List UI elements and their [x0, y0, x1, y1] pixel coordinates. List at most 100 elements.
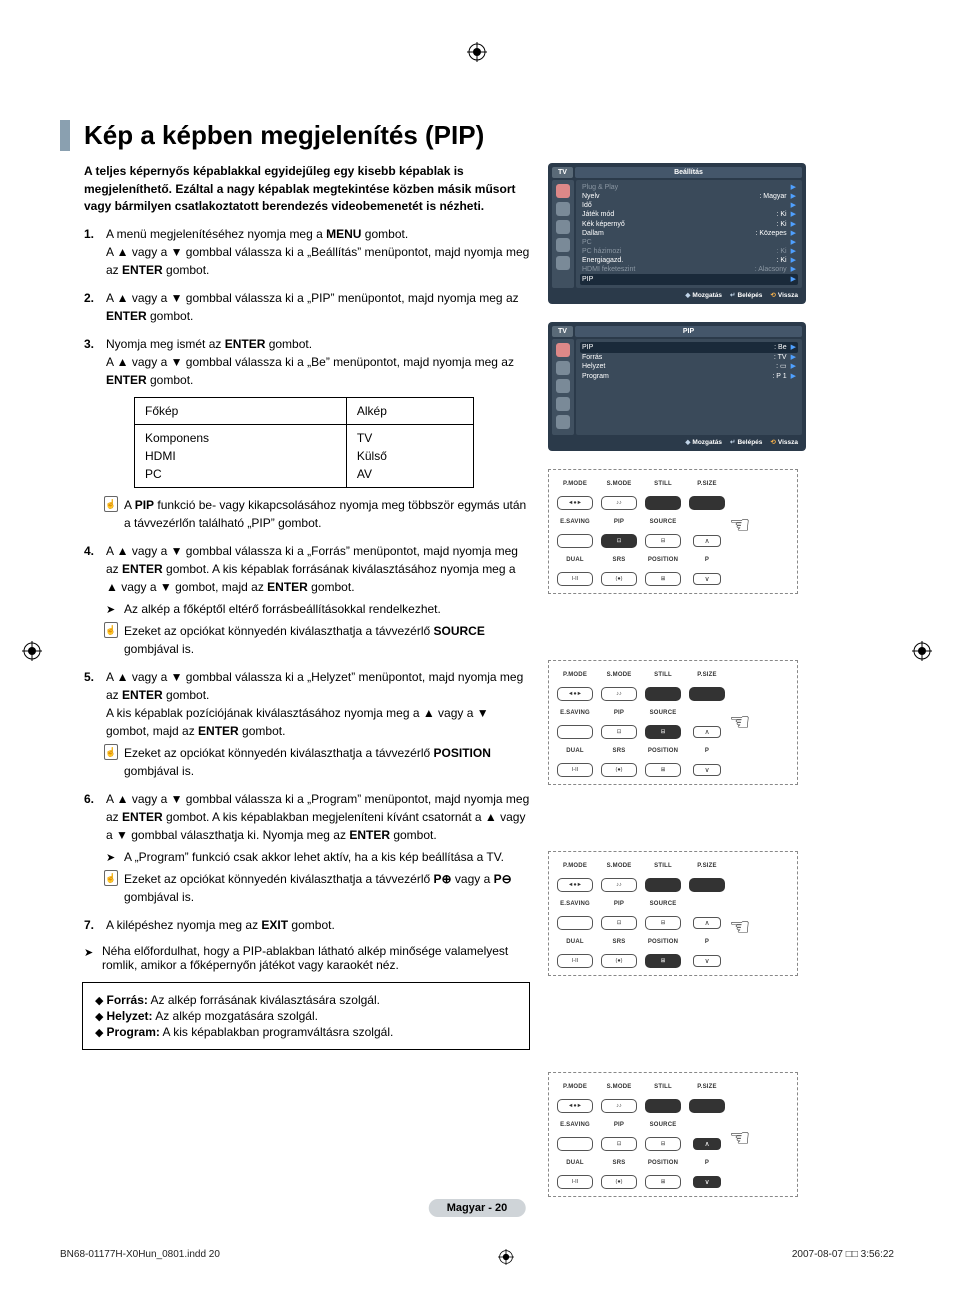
- remote-button-pip[interactable]: ⊡: [601, 534, 637, 548]
- remote-button-dual[interactable]: I-II: [557, 763, 593, 777]
- osd-category-icon: [556, 379, 570, 393]
- table-header: Főkép: [135, 398, 347, 425]
- step-sub-note: ➤ Az alkép a főképtől eltérő forrásbeáll…: [106, 600, 530, 618]
- osd-tv-label: TV: [552, 167, 573, 178]
- osd-category-icon: [556, 220, 570, 234]
- remote-button-pup[interactable]: ∧: [693, 1138, 721, 1150]
- hand-pointer-icon: ☜: [729, 514, 751, 538]
- remote-button-position[interactable]: ⊞: [645, 954, 681, 968]
- remote-button-position[interactable]: ⊞: [645, 1175, 681, 1189]
- remote-label: SRS: [613, 557, 626, 563]
- osd-category-icon: [556, 397, 570, 411]
- remote-button-source[interactable]: ⊟: [645, 1137, 681, 1151]
- remote-label: P: [705, 939, 709, 945]
- osd-category-icon: [556, 238, 570, 252]
- hand-pointer-icon: ☜: [729, 1127, 751, 1151]
- remote-button-source[interactable]: ⊟: [645, 725, 681, 739]
- step-number: 3.: [84, 335, 94, 353]
- step-text: A kilépéshez nyomja meg az EXIT gombot.: [106, 918, 335, 932]
- remote-button-srs[interactable]: (●): [601, 763, 637, 777]
- tail-note: ➤ Néha előfordulhat, hogy a PIP-ablakban…: [60, 944, 530, 972]
- arrow-icon: ➤: [84, 946, 93, 959]
- intro-text: A teljes képernyős képablakkal egyidejűl…: [60, 163, 530, 215]
- remote-button-position[interactable]: ⊞: [645, 572, 681, 586]
- step-text: A ▲ vagy a ▼ gombbal válassza ki a „Hely…: [106, 670, 523, 738]
- remote-button-smode[interactable]: ♪♪: [601, 687, 637, 701]
- diamond-icon: ◆: [95, 1027, 107, 1039]
- osd-menu-setup: TV Beállítás Plug & Play▶Nyelv: Magyar▶I…: [548, 163, 806, 304]
- remote-button-pmode[interactable]: ◄●►: [557, 878, 593, 892]
- remote-button-pmode[interactable]: ◄●►: [557, 496, 593, 510]
- remote-button-psize[interactable]: [689, 1099, 725, 1113]
- step-6: 6. A ▲ vagy a ▼ gombbal válassza ki a „P…: [84, 790, 530, 906]
- definitions-box: ◆ Forrás: Az alkép forrásának kiválasztá…: [82, 982, 530, 1050]
- osd-row: Idő▶: [580, 201, 798, 210]
- remote-button-pup[interactable]: ∧: [693, 726, 721, 738]
- remote-button-pip[interactable]: ⊡: [601, 1137, 637, 1151]
- step-sub-note: ☝ Ezeket az opciókat könnyedén kiválaszt…: [106, 622, 530, 658]
- remote-label: P.MODE: [563, 1084, 587, 1090]
- osd-category-icon: [556, 202, 570, 216]
- step-number: 5.: [84, 668, 94, 686]
- remote-button-smode[interactable]: ♪♪: [601, 1099, 637, 1113]
- remote-button-smode[interactable]: ♪♪: [601, 878, 637, 892]
- step-number: 7.: [84, 916, 94, 934]
- osd-row: PC▶: [580, 238, 798, 247]
- osd-row-highlighted: PIP▶: [580, 274, 798, 285]
- remote-button-psize[interactable]: [689, 496, 725, 510]
- remote-button-pmode[interactable]: ◄●►: [557, 1099, 593, 1113]
- arrow-icon: ➤: [106, 850, 115, 867]
- remote-button-still[interactable]: [645, 687, 681, 701]
- remote-button-source[interactable]: ⊟: [645, 916, 681, 930]
- remote-button-pdn[interactable]: ∨: [693, 573, 721, 585]
- page-number-pill: Magyar - 20: [429, 1199, 526, 1217]
- remote-button-esaving[interactable]: [557, 916, 593, 930]
- remote-label: POSITION: [648, 748, 678, 754]
- remote-button-srs[interactable]: (●): [601, 1175, 637, 1189]
- remote-label: PIP: [614, 901, 624, 907]
- remote-button-pmode[interactable]: ◄●►: [557, 687, 593, 701]
- remote-button-still[interactable]: [645, 1099, 681, 1113]
- remote-button-psize[interactable]: [689, 687, 725, 701]
- remote-button-esaving[interactable]: [557, 534, 593, 548]
- osd-row: Plug & Play▶: [580, 183, 798, 192]
- registration-mark-bottom: [498, 1249, 514, 1265]
- remote-label: P.SIZE: [697, 1084, 716, 1090]
- remote-button-esaving[interactable]: [557, 1137, 593, 1151]
- remote-button-pup[interactable]: ∧: [693, 917, 721, 929]
- remote-button-pip[interactable]: ⊡: [601, 725, 637, 739]
- step-note: ☝ A PIP funkció be- vagy kikapcsolásához…: [106, 496, 530, 532]
- hand-pointer-icon: ☜: [729, 711, 751, 735]
- remote-label: SOURCE: [650, 1122, 677, 1128]
- remote-label: P: [705, 748, 709, 754]
- registration-mark-right: [912, 641, 932, 661]
- remote-button-pdn[interactable]: ∨: [693, 955, 721, 967]
- remote-button-esaving[interactable]: [557, 725, 593, 739]
- step-4: 4. A ▲ vagy a ▼ gombbal válassza ki a „F…: [84, 542, 530, 658]
- remote-button-pup[interactable]: ∧: [693, 535, 721, 547]
- remote-label: STILL: [654, 672, 672, 678]
- remote-button-psize[interactable]: [689, 878, 725, 892]
- remote-button-source[interactable]: ⊟: [645, 534, 681, 548]
- remote-button-smode[interactable]: ♪♪: [601, 496, 637, 510]
- remote-button-still[interactable]: [645, 496, 681, 510]
- remote-label: SOURCE: [650, 519, 677, 525]
- remote-button-position[interactable]: ⊞: [645, 763, 681, 777]
- remote-label: SOURCE: [650, 901, 677, 907]
- remote-button-srs[interactable]: (●): [601, 954, 637, 968]
- remote-button-dual[interactable]: I-II: [557, 572, 593, 586]
- osd-row: Játék mód: Ki▶: [580, 210, 798, 219]
- step-text: Nyomja meg ismét az ENTER gombot. A ▲ va…: [106, 337, 514, 387]
- remote-button-pdn[interactable]: ∨: [693, 1176, 721, 1188]
- remote-button-pip[interactable]: ⊡: [601, 916, 637, 930]
- remote-button-still[interactable]: [645, 878, 681, 892]
- remote-keypad-pip: P.MODES.MODESTILLP.SIZE◄●►♪♪E.SAVINGPIPS…: [548, 469, 798, 594]
- osd-row: HDMI feketeszint: Alacsony▶: [580, 265, 798, 274]
- remote-label: PIP: [614, 1122, 624, 1128]
- osd-category-icon: [556, 343, 570, 357]
- remote-button-dual[interactable]: I-II: [557, 954, 593, 968]
- remote-button-srs[interactable]: (●): [601, 572, 637, 586]
- remote-button-pdn[interactable]: ∨: [693, 764, 721, 776]
- step-7: 7. A kilépéshez nyomja meg az EXIT gombo…: [84, 916, 530, 934]
- remote-button-dual[interactable]: I-II: [557, 1175, 593, 1189]
